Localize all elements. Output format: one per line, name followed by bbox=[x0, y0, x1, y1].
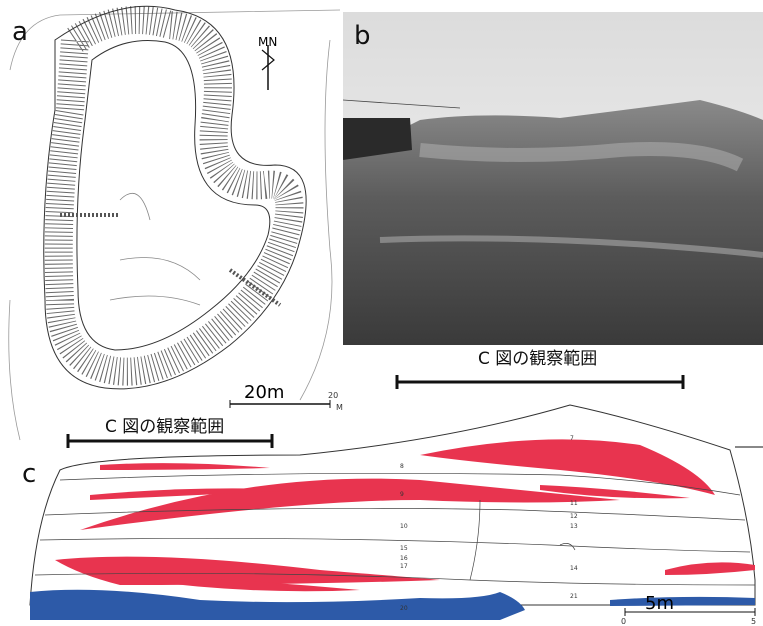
photo bbox=[343, 12, 763, 345]
figure: a MN 20m 20 M C 図の観察範囲 b C 図の観察範囲 bbox=[0, 0, 763, 626]
layer-label: 17 bbox=[400, 563, 408, 570]
layer-label: 7 bbox=[570, 435, 574, 442]
scale-unit: M bbox=[336, 403, 343, 412]
scale-end: 20 bbox=[328, 391, 338, 400]
layer-label: 13 bbox=[570, 523, 578, 530]
layer-label: 12 bbox=[570, 513, 578, 520]
scale-label: 20m bbox=[244, 382, 284, 403]
panel-label: c bbox=[22, 459, 36, 489]
scale-start: 0 bbox=[621, 617, 626, 626]
layer-label: 10 bbox=[400, 523, 408, 530]
scale-label: 5m bbox=[645, 593, 674, 614]
layer-label: 15 bbox=[400, 545, 408, 552]
caption: C 図の観察範囲 bbox=[478, 349, 597, 369]
layer-label: 16 bbox=[400, 555, 408, 562]
scale-end: 5 bbox=[751, 617, 756, 626]
panel-label: b bbox=[354, 21, 371, 51]
panel-label: a bbox=[12, 17, 28, 47]
layer-label: 20 bbox=[400, 605, 408, 612]
layer-label: 21 bbox=[570, 593, 578, 600]
north-label: MN bbox=[258, 35, 277, 49]
range-bar bbox=[397, 375, 683, 389]
layer-label: 11 bbox=[570, 500, 578, 507]
section bbox=[30, 405, 763, 620]
layer-label: 8 bbox=[400, 463, 404, 470]
layer-label: 14 bbox=[570, 565, 578, 572]
site-map bbox=[9, 6, 340, 440]
layer-label: 9 bbox=[400, 491, 404, 498]
caption: C 図の観察範囲 bbox=[105, 417, 224, 437]
